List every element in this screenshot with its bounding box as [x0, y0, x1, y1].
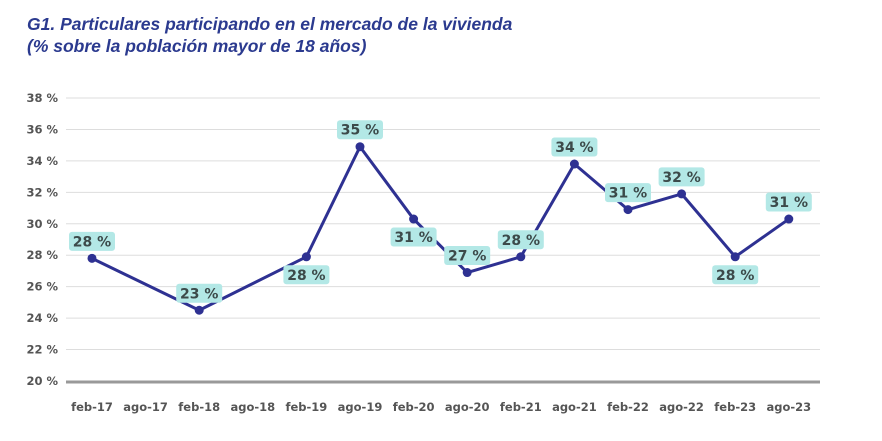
- data-labels: 28 % 23 % 28 % 35 % 31 % 27 % 28 % 34 % 31 % 32 %…: [69, 120, 812, 303]
- data-label-bg: [765, 192, 812, 212]
- data-point: [677, 189, 687, 199]
- data-point: [462, 268, 472, 278]
- data-label-bg: [69, 231, 115, 251]
- chart-subtitle: (% sobre la población mayor de 18 años): [27, 36, 367, 56]
- y-tick-label: 28 %: [26, 248, 58, 262]
- y-axis-ticks: 20 % 22 % 24 % 26 % 28 % 30 % 32 % 34 % 36 % 38 %: [26, 91, 58, 388]
- y-tick-label: 36 %: [26, 122, 58, 136]
- x-tick-label: feb-19: [285, 400, 327, 414]
- data-label: 23 %: [180, 286, 218, 302]
- y-tick-label: 38 %: [26, 91, 58, 105]
- data-label-bg: [283, 265, 330, 285]
- data-point: [87, 253, 97, 263]
- x-tick-label: feb-21: [500, 400, 542, 414]
- data-label-bg: [497, 230, 544, 250]
- data-label: 27 %: [448, 249, 486, 265]
- data-point: [569, 159, 579, 169]
- x-tick-label: feb-23: [714, 400, 756, 414]
- data-label-bg: [551, 137, 598, 157]
- y-tick-label: 34 %: [26, 154, 58, 168]
- data-point: [409, 214, 419, 224]
- x-tick-label: ago-22: [659, 400, 704, 414]
- data-label-bg: [444, 246, 491, 266]
- x-tick-label: feb-17: [71, 400, 113, 414]
- data-point: [730, 252, 740, 262]
- data-point: [623, 205, 633, 215]
- data-label-bg: [337, 120, 383, 140]
- x-tick-label: ago-18: [230, 400, 275, 414]
- x-tick-label: feb-20: [393, 400, 435, 414]
- data-label-bg: [176, 283, 223, 303]
- x-axis-ticks: feb-17 ago-17 feb-18 ago-18 feb-19 ago-19 feb-…: [71, 400, 811, 414]
- data-label-bg: [712, 265, 759, 285]
- y-tick-label: 26 %: [26, 280, 58, 294]
- data-label: 28 %: [502, 233, 540, 249]
- data-point: [355, 142, 365, 152]
- x-tick-label: ago-23: [766, 400, 811, 414]
- data-label-bg: [605, 183, 651, 203]
- y-tick-label: 30 %: [26, 217, 58, 231]
- data-label-bg: [658, 167, 705, 187]
- x-tick-label: ago-19: [338, 400, 383, 414]
- data-label: 31 %: [609, 186, 647, 202]
- data-label: 31 %: [394, 230, 432, 246]
- chart-title: G1. Particulares participando en el merc…: [27, 14, 513, 34]
- data-label: 28 %: [716, 268, 754, 284]
- y-tick-label: 20 %: [26, 374, 58, 388]
- data-label: 31 %: [770, 195, 808, 211]
- data-point: [194, 305, 204, 315]
- data-label-bg: [390, 227, 437, 247]
- data-point: [301, 252, 311, 262]
- y-tick-label: 32 %: [26, 185, 58, 199]
- data-label: 35 %: [341, 123, 379, 139]
- x-tick-label: ago-21: [552, 400, 597, 414]
- data-label: 32 %: [662, 170, 700, 186]
- y-tick-label: 24 %: [26, 311, 58, 325]
- x-tick-label: feb-22: [607, 400, 649, 414]
- x-tick-label: ago-17: [123, 400, 168, 414]
- data-label: 28 %: [287, 268, 325, 284]
- y-tick-label: 22 %: [26, 343, 58, 357]
- x-tick-label: feb-18: [178, 400, 220, 414]
- data-label: 28 %: [73, 234, 111, 250]
- data-point: [784, 214, 794, 224]
- x-tick-label: ago-20: [445, 400, 490, 414]
- data-point: [516, 252, 526, 262]
- data-label: 34 %: [555, 140, 593, 156]
